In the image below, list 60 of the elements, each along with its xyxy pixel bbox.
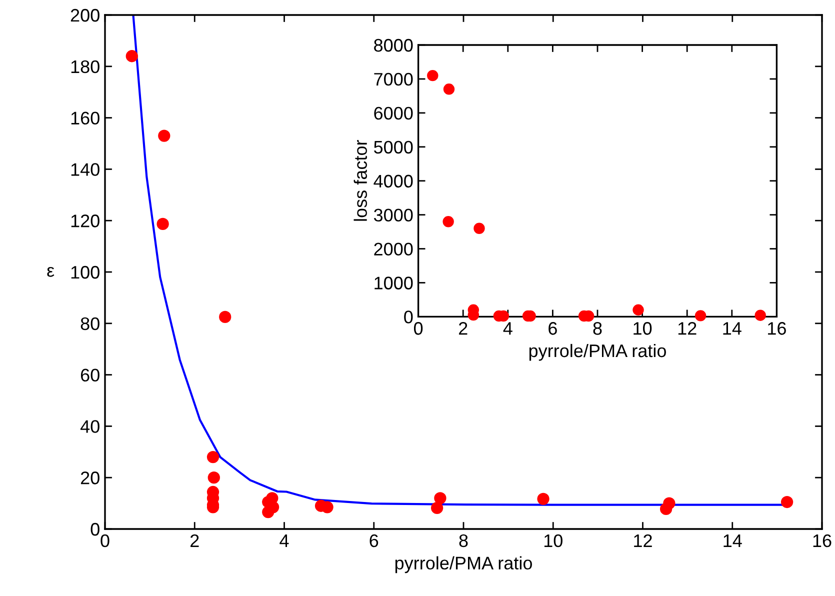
point — [158, 130, 170, 142]
y-tick-label: 120 — [71, 214, 100, 228]
point — [694, 310, 706, 322]
y-tick-label: 4000 — [374, 174, 413, 188]
x-tick-label: 12 — [678, 322, 696, 335]
y-tick-label: 160 — [71, 112, 100, 125]
y-tick-label: 0 — [90, 522, 100, 536]
y-axis-title: loss factor — [354, 140, 368, 221]
x-tick-label: 6 — [370, 534, 378, 548]
point — [442, 216, 454, 228]
y-tick-label: 8000 — [374, 38, 413, 52]
x-tick-label: 8 — [459, 534, 468, 548]
point — [443, 84, 455, 95]
y-tick-label: 20 — [80, 472, 100, 484]
y-tick-label: 200 — [70, 8, 100, 22]
point — [632, 304, 644, 316]
y-tick-label: 180 — [71, 60, 100, 74]
x-tick-label: 4 — [503, 322, 512, 335]
x-tick-label: 16 — [768, 322, 786, 335]
x-tick-label: 0 — [100, 534, 110, 548]
y-tick-label: 1000 — [374, 276, 413, 290]
point — [206, 450, 220, 464]
x-axis-title: pyrrole/PMA ratio — [395, 556, 532, 574]
point — [126, 50, 138, 62]
point — [754, 310, 766, 321]
point — [434, 492, 446, 504]
y-tick-label: 80 — [80, 317, 100, 330]
point — [219, 310, 232, 324]
y-tick-label: 100 — [71, 266, 100, 279]
y-tick-label: 3000 — [374, 208, 413, 222]
x-tick-label: 14 — [724, 534, 742, 547]
x-tick-label: 2 — [458, 322, 468, 335]
y-tick-label: 6000 — [374, 106, 413, 120]
point — [780, 496, 794, 508]
point — [208, 472, 220, 484]
y-tick-label: 2000 — [374, 242, 413, 256]
x-tick-label: 0 — [414, 322, 423, 335]
y-tick-label: 140 — [71, 163, 100, 176]
x-tick-label: 6 — [548, 322, 557, 335]
x-axis-title: pyrrole/PMA ratio — [529, 344, 666, 361]
y-axis-title: ε — [47, 266, 54, 277]
x-tick-label: 2 — [190, 534, 199, 547]
x-tick-label: 16 — [813, 534, 832, 548]
x-tick-label: 14 — [723, 322, 742, 335]
x-tick-label: 8 — [593, 322, 602, 335]
point — [427, 70, 438, 82]
point — [474, 222, 485, 234]
y-tick-label: 60 — [80, 368, 100, 382]
y-tick-label: 5000 — [374, 140, 413, 154]
point — [156, 218, 169, 230]
point — [430, 502, 444, 514]
y-tick-label: 40 — [80, 420, 100, 433]
y-tick-label: 7000 — [374, 72, 413, 86]
x-tick-label: 10 — [544, 534, 562, 548]
x-tick-label: 4 — [280, 534, 289, 547]
x-tick-label: 10 — [634, 322, 652, 335]
point — [663, 497, 676, 510]
y-tick-label: 0 — [404, 310, 413, 324]
point — [537, 492, 550, 506]
x-tick-label: 12 — [634, 534, 652, 547]
